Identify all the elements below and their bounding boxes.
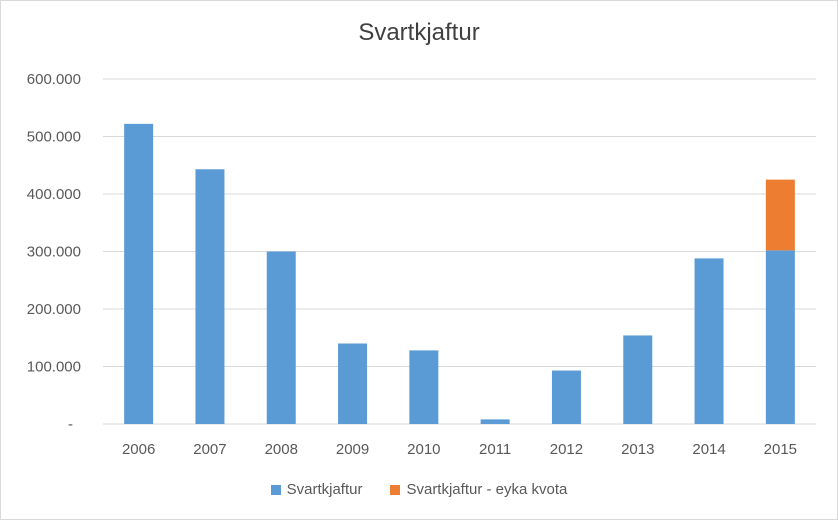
x-tick-label: 2007 [193, 441, 226, 458]
legend-swatch-series-1 [270, 484, 281, 495]
x-tick-label: 2008 [265, 441, 298, 458]
x-tick-label: 2010 [407, 441, 440, 458]
bar-2013-series-1 [623, 335, 653, 424]
x-tick-label: 2013 [621, 441, 654, 458]
y-axis-labels: - 100.000 200.000 300.000 400.000 500.000 600.… [27, 71, 81, 433]
y-tick-label: 300.000 [27, 244, 81, 261]
bars [124, 123, 795, 424]
bar-2009-series-1 [338, 343, 368, 424]
x-axis-labels: 2006 2007 2008 2009 2010 2011 2012 2013 2014 2015 [122, 441, 797, 458]
y-tick-label: 100.000 [27, 359, 81, 376]
x-tick-label: 2009 [336, 441, 369, 458]
legend-item-series-1: Svartkjaftur [270, 481, 363, 498]
bar-2015-series-2 [765, 179, 795, 251]
y-tick-label: 400.000 [27, 186, 81, 203]
y-tick-label: 600.000 [27, 71, 81, 88]
bar-2011-series-1 [480, 419, 510, 424]
y-tick-label: 200.000 [27, 301, 81, 318]
bar-2012-series-1 [551, 370, 581, 424]
legend-item-series-2: Svartkjaftur - eyka kvota [390, 481, 567, 498]
bar-2007-series-1 [195, 169, 225, 424]
x-tick-label: 2012 [550, 441, 583, 458]
legend-label-series-2: Svartkjaftur - eyka kvota [406, 481, 568, 498]
bar-2010-series-1 [409, 350, 439, 424]
x-tick-label: 2011 [479, 441, 511, 458]
y-tick-label: - [68, 416, 73, 433]
x-tick-label: 2014 [692, 441, 725, 458]
legend-swatch-series-2 [390, 484, 401, 495]
plot-area: - 100.000 200.000 300.000 400.000 500.000 600.… [27, 71, 816, 458]
y-tick-label: 500.000 [27, 129, 81, 146]
bar-2014-series-1 [694, 258, 724, 424]
legend-label-series-1: Svartkjaftur [286, 481, 363, 498]
bar-2015-series-1 [765, 250, 795, 424]
bar-2008-series-1 [266, 251, 296, 424]
x-tick-label: 2015 [764, 441, 797, 458]
legend: Svartkjaftur Svartkjaftur - eyka kvota [1, 481, 837, 498]
chart-title: Svartkjaftur [358, 19, 480, 46]
x-tick-label: 2006 [122, 441, 155, 458]
bar-2006-series-1 [124, 123, 154, 424]
